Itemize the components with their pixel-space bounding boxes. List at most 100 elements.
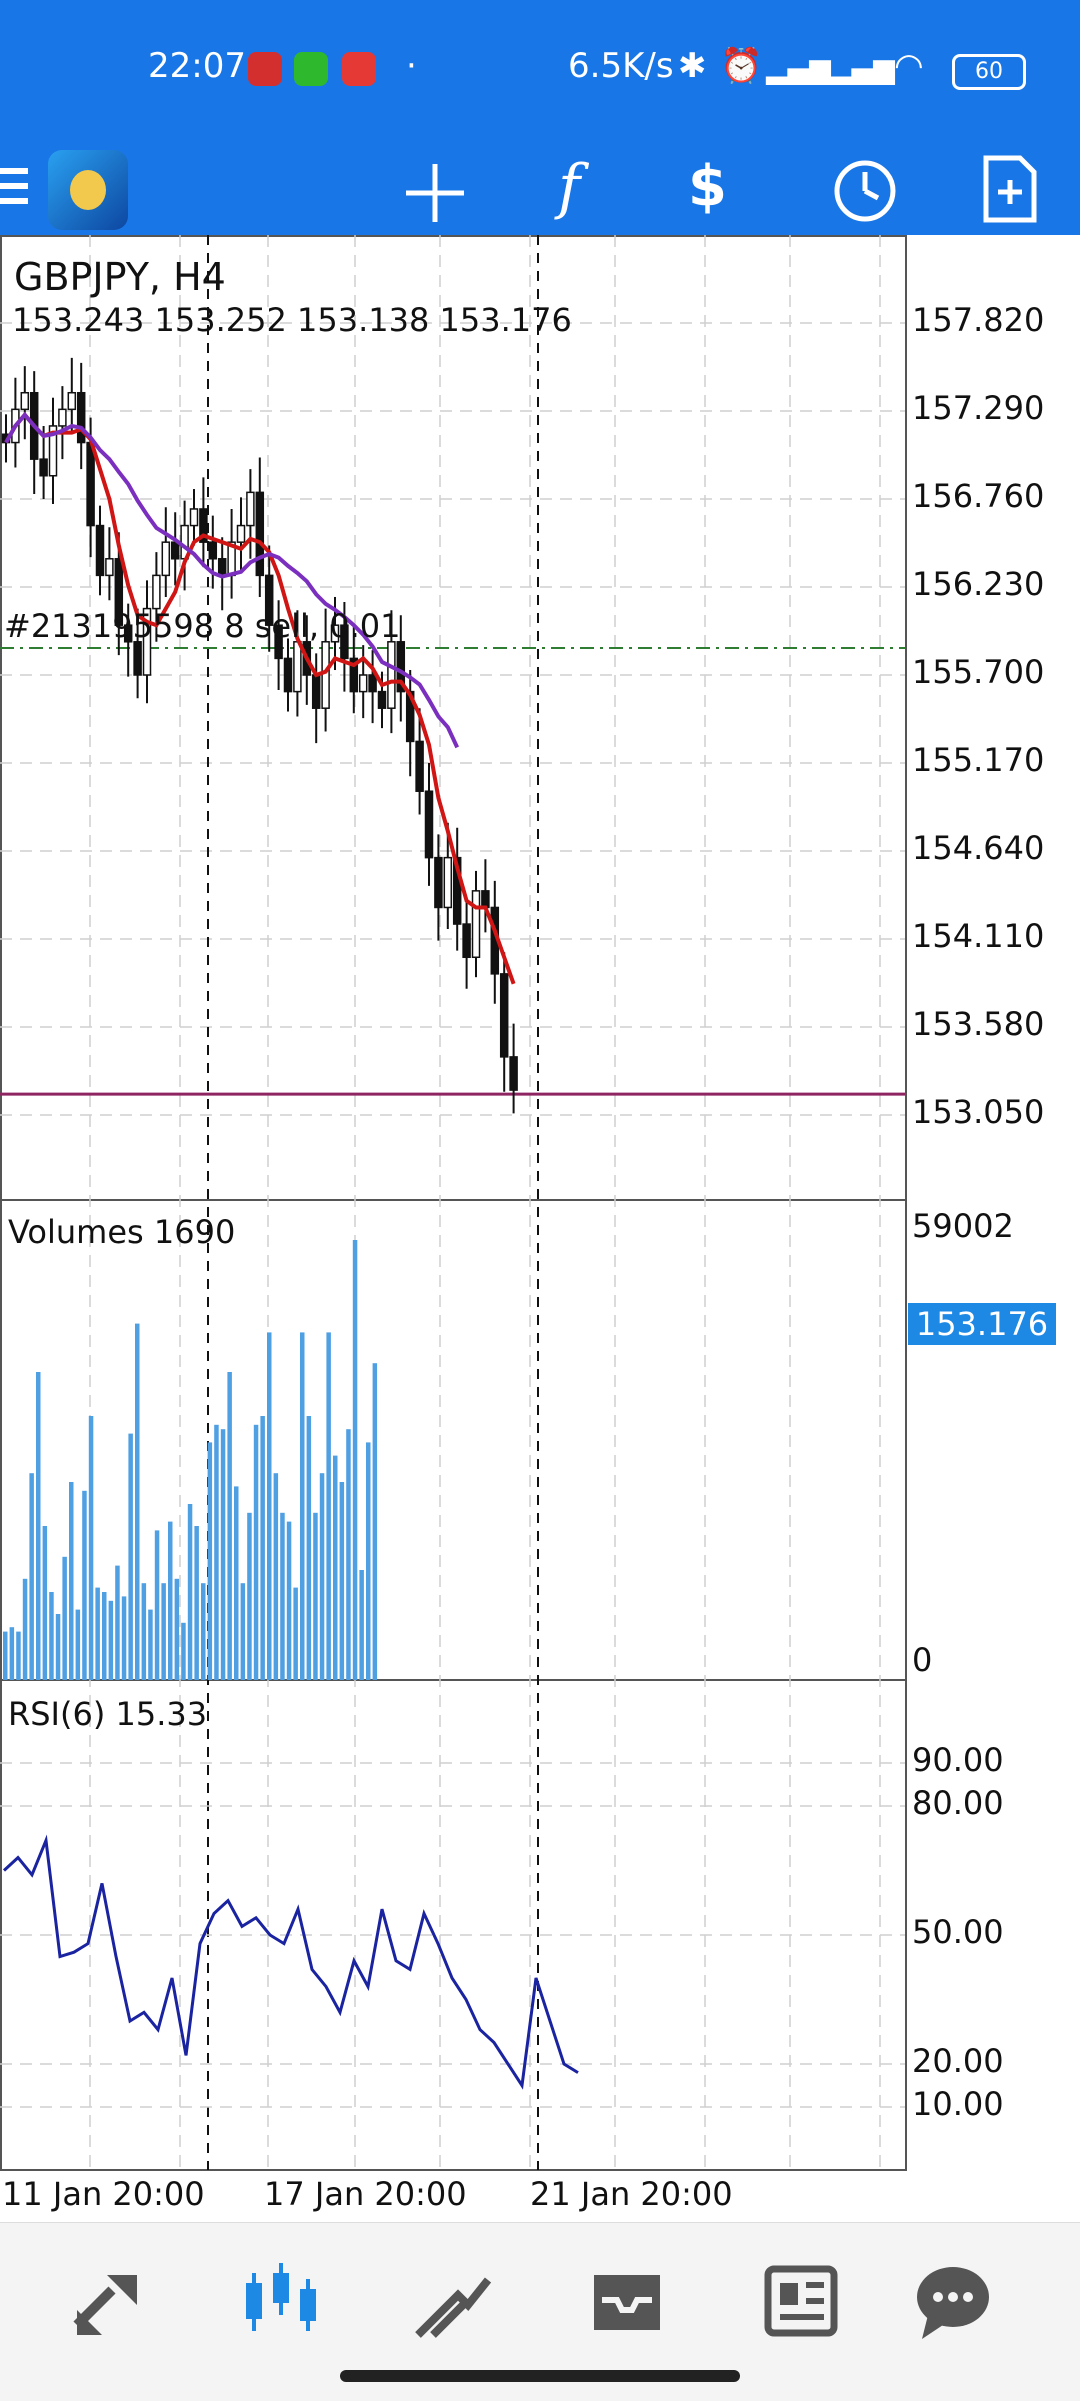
candle-body xyxy=(123,624,133,643)
candle-body xyxy=(368,674,377,693)
candle-body xyxy=(86,441,95,527)
volume-tick-min: 0 xyxy=(912,1641,933,1679)
volume-bar xyxy=(95,1587,100,1680)
volume-bar xyxy=(55,1614,61,1680)
volume-bar xyxy=(161,1583,166,1680)
volume-bar xyxy=(260,1416,265,1680)
indicator-f-icon[interactable]: f xyxy=(558,152,581,222)
candle-body xyxy=(424,790,434,859)
current-price-tag: 153.176 xyxy=(908,1303,1056,1345)
new-document-icon[interactable] xyxy=(982,154,1038,224)
volume-bar xyxy=(293,1587,298,1680)
volume-bar xyxy=(102,1592,107,1680)
menu-icon[interactable] xyxy=(0,168,28,208)
candle-body xyxy=(105,558,114,577)
battery-icon: 60 xyxy=(952,54,1026,90)
volume-bar xyxy=(333,1455,338,1680)
ohlc-values: 153.243 153.252 153.138 153.176 xyxy=(12,301,572,339)
volume-bar xyxy=(194,1526,199,1680)
candle-body xyxy=(152,574,161,610)
volume-bar xyxy=(187,1504,193,1680)
volume-bar xyxy=(29,1473,34,1680)
candle-body xyxy=(415,740,424,792)
network-speed: 6.5K/s xyxy=(568,46,674,86)
volume-bar xyxy=(214,1424,219,1680)
price-tick-label: 157.290 xyxy=(912,389,1045,427)
volume-bar xyxy=(154,1530,160,1680)
candle-body xyxy=(170,541,180,560)
candle-body xyxy=(499,973,509,1058)
candle-body xyxy=(443,856,453,909)
news-nav-icon[interactable] xyxy=(756,2255,846,2345)
candle-body xyxy=(293,641,302,693)
candle-body xyxy=(39,458,48,477)
candle-body xyxy=(349,657,359,693)
home-indicator[interactable] xyxy=(340,2370,740,2382)
volume-bar xyxy=(352,1240,358,1680)
symbol-title: GBPJPY, H4 xyxy=(14,255,226,299)
candle-body xyxy=(264,574,274,626)
candle-body xyxy=(20,391,30,411)
volume-bar xyxy=(234,1486,239,1680)
candle-body xyxy=(311,674,321,709)
volumes-label: Volumes 1690 xyxy=(8,1213,236,1251)
price-tick-label: 153.580 xyxy=(912,1005,1045,1043)
volume-bar xyxy=(82,1490,87,1680)
news-notification xyxy=(342,52,376,86)
candle-body xyxy=(396,641,406,693)
volume-bar xyxy=(372,1363,378,1680)
price-tick-label: 157.820 xyxy=(912,301,1045,339)
status-time: 22:07 xyxy=(148,46,246,86)
volume-bar xyxy=(280,1512,285,1680)
time-tick-label: 17 Jan 20:00 xyxy=(264,2175,467,2213)
quotes-nav-icon[interactable] xyxy=(62,2255,152,2345)
volume-bar xyxy=(273,1473,279,1680)
candle-body xyxy=(208,541,218,560)
clock-icon[interactable] xyxy=(832,158,898,224)
candle-body xyxy=(76,391,86,444)
volume-bar xyxy=(49,1592,54,1680)
rsi-line xyxy=(2,1834,579,2090)
chart-area[interactable]: GBPJPY, H4 153.243 153.252 153.138 153.1… xyxy=(0,235,1080,2215)
volume-bar xyxy=(3,1631,8,1680)
candle-body xyxy=(236,524,246,543)
candle-body xyxy=(377,690,387,709)
price-tick-label: 155.700 xyxy=(912,653,1045,691)
candle-body xyxy=(142,607,152,676)
candle-body xyxy=(217,558,227,577)
candle-body xyxy=(114,558,124,626)
volume-bar xyxy=(300,1332,305,1680)
volume-bar xyxy=(88,1416,94,1680)
volume-bar xyxy=(207,1442,213,1680)
volume-bar xyxy=(42,1526,48,1680)
chart-nav-icon[interactable] xyxy=(236,2255,326,2345)
candle-body xyxy=(58,408,67,427)
wechat-icon xyxy=(294,52,328,86)
price-tick-label: 154.110 xyxy=(912,917,1045,955)
history-nav-icon[interactable] xyxy=(582,2255,672,2345)
volume-bar xyxy=(220,1429,226,1680)
volume-bar xyxy=(115,1565,120,1680)
rsi-tick-label: 90.00 xyxy=(912,1741,1004,1779)
candle-body xyxy=(48,425,58,477)
trade-icon[interactable]: $ xyxy=(688,154,727,219)
candle-body xyxy=(471,890,481,959)
battery-level: 60 xyxy=(975,59,1003,84)
volume-bar xyxy=(359,1570,364,1680)
trade-nav-icon[interactable] xyxy=(408,2255,498,2345)
candle-body xyxy=(452,856,462,925)
app-logo[interactable] xyxy=(48,150,128,230)
volume-bar xyxy=(22,1578,28,1680)
candle-body xyxy=(199,508,208,543)
app-notification-1 xyxy=(248,52,282,86)
candle-body xyxy=(330,624,340,643)
volume-bar xyxy=(181,1622,186,1680)
chart-svg[interactable] xyxy=(0,235,1080,2215)
candle-body xyxy=(246,491,255,527)
candle-body xyxy=(161,541,171,577)
crosshair-icon[interactable] xyxy=(402,160,468,226)
volume-bar xyxy=(346,1429,351,1680)
volume-bar xyxy=(253,1424,259,1680)
volume-bar xyxy=(326,1332,331,1680)
chat-nav-icon[interactable] xyxy=(908,2255,998,2345)
